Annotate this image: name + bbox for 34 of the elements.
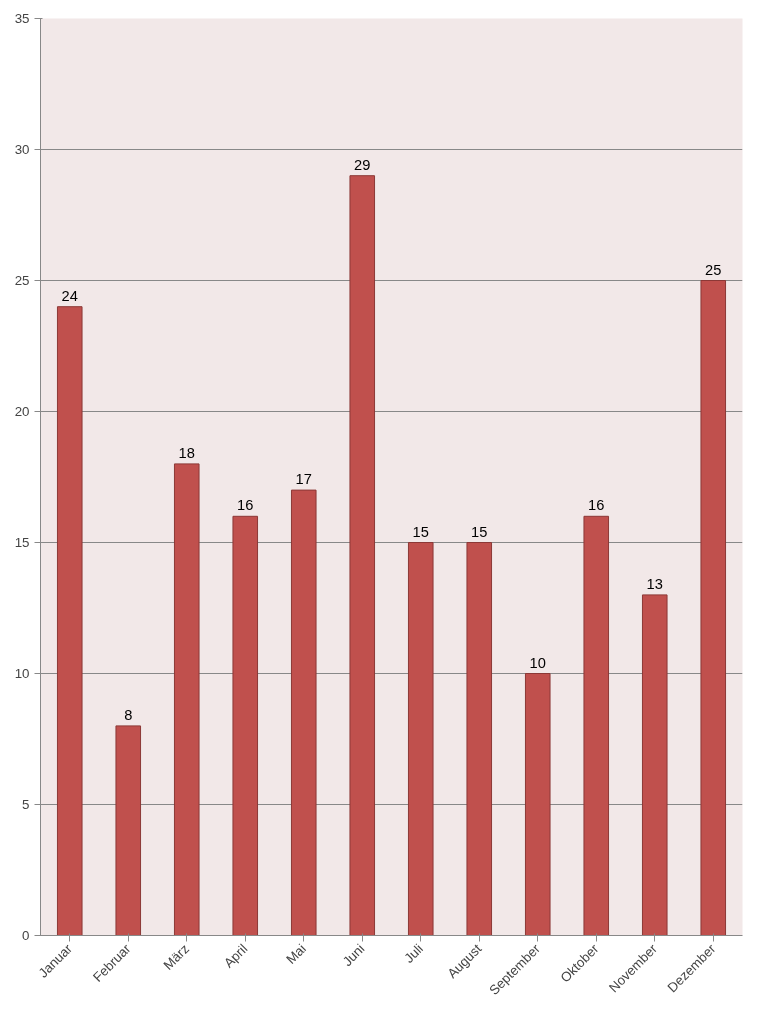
bar xyxy=(232,515,259,936)
data-label: 18 xyxy=(178,444,195,461)
data-label: 24 xyxy=(61,287,78,304)
y-tick-label: 0 xyxy=(22,928,30,943)
data-label: 15 xyxy=(471,523,488,540)
data-label: 15 xyxy=(412,523,429,540)
bar xyxy=(173,463,200,936)
data-label: 13 xyxy=(646,575,663,592)
data-label: 25 xyxy=(705,261,722,278)
bar xyxy=(641,594,668,936)
data-label: 16 xyxy=(588,497,605,514)
x-tick-label: Juli xyxy=(401,941,427,966)
y-tick-label: 15 xyxy=(14,535,30,550)
bar xyxy=(583,515,610,936)
y-tick-label: 10 xyxy=(14,666,30,681)
data-label: 16 xyxy=(237,497,254,514)
bar xyxy=(349,175,376,936)
x-tick-label: Mai xyxy=(283,941,310,967)
y-tick-label: 25 xyxy=(14,273,30,288)
bar xyxy=(56,306,83,936)
bar xyxy=(407,542,434,936)
data-label: 17 xyxy=(295,471,312,488)
bar xyxy=(524,673,551,936)
data-label: 8 xyxy=(124,706,133,723)
y-tick-label: 35 xyxy=(14,11,30,26)
y-tick-label: 5 xyxy=(22,797,30,812)
bar xyxy=(115,725,142,936)
bar xyxy=(290,489,317,936)
bar xyxy=(700,280,727,936)
y-tick-label: 30 xyxy=(14,142,30,157)
y-tick-label: 20 xyxy=(14,404,30,419)
data-label: 10 xyxy=(529,654,546,671)
data-label: 29 xyxy=(354,156,371,173)
bar xyxy=(466,542,493,936)
